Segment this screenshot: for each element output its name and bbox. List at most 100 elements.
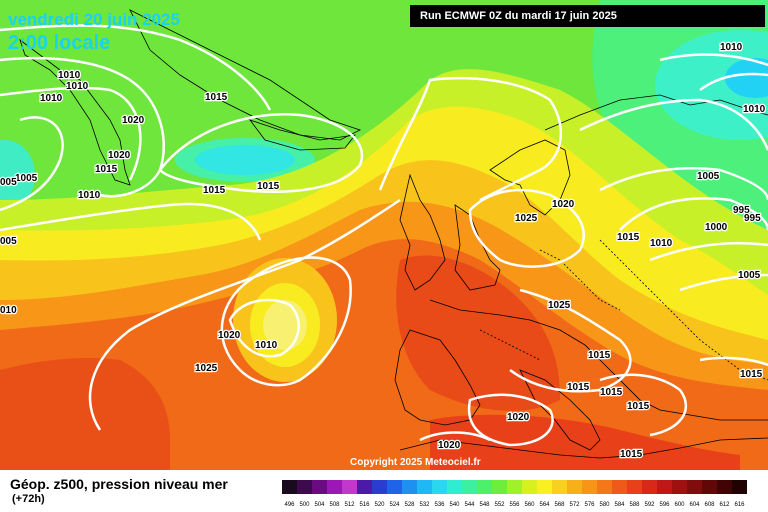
legend-swatch [687, 480, 702, 494]
legend-swatch [417, 480, 432, 494]
map-title: Géop. z500, pression niveau mer [10, 476, 228, 492]
pressure-label: 1020 [108, 150, 131, 161]
pressure-label: 1000 [705, 222, 728, 233]
pressure-label: 1015 [627, 401, 650, 412]
pressure-label: 005 [0, 236, 17, 247]
pressure-label: 1020 [122, 115, 145, 126]
legend-swatch [372, 480, 387, 494]
legend-value: 536 [434, 502, 445, 508]
field-pocket-core [195, 145, 295, 175]
pressure-label: 1015 [205, 92, 228, 103]
legend-swatch [297, 480, 312, 494]
legend-swatch [282, 480, 297, 494]
pressure-label: 1015 [203, 185, 226, 196]
pressure-label: 1010 [40, 93, 63, 104]
pressure-label: 1025 [515, 213, 538, 224]
legend-swatch [627, 480, 642, 494]
field-red-med [430, 414, 740, 470]
legend-value: 508 [329, 502, 340, 508]
coastlines [19, 9, 768, 459]
pressure-label: 1005 [15, 173, 38, 184]
pressure-label: 1020 [507, 412, 530, 423]
legend-swatch [702, 480, 717, 494]
legend-swatch [552, 480, 567, 494]
pressure-label: 1010 [255, 340, 278, 351]
legend-swatch [732, 480, 747, 494]
isobars [0, 24, 768, 447]
pressure-label: 1015 [740, 369, 763, 380]
legend-value: 540 [449, 502, 460, 508]
pressure-label: 1010 [58, 70, 81, 81]
legend-value: 608 [704, 502, 715, 508]
pressure-label: 1015 [617, 232, 640, 243]
legend-value: 520 [374, 502, 385, 508]
pressure-label: 005 [0, 177, 17, 188]
legend-value: 596 [659, 502, 670, 508]
legend-value: 516 [359, 502, 370, 508]
pressure-label: 1010 [720, 42, 743, 53]
field-pocket-west [0, 140, 35, 210]
legend-value: 616 [734, 502, 745, 508]
pressure-label: 1005 [697, 171, 720, 182]
field-dark-orange [0, 239, 768, 470]
pressure-label: 1015 [588, 350, 611, 361]
legend-swatch [657, 480, 672, 494]
pressure-label: 1025 [195, 363, 218, 374]
legend-value: 552 [494, 502, 505, 508]
pressure-label: 1020 [438, 440, 461, 451]
legend-value: 612 [719, 502, 730, 508]
color-scale-legend: 496 500 504 508 512 516 520 524 528 532 536 540 544 5… [282, 480, 747, 508]
forecast-time: 2:00 locale [8, 32, 111, 54]
pressure-label: 1010 [78, 190, 101, 201]
copyright-text: Copyright 2025 Meteociel.fr [350, 457, 481, 468]
pressure-label: 1015 [257, 181, 280, 192]
legend-value: 576 [584, 502, 595, 508]
legend-value: 532 [419, 502, 430, 508]
legend-value: 572 [569, 502, 580, 508]
pressure-label: 1010 [743, 104, 766, 115]
legend-value: 592 [644, 502, 655, 508]
legend-swatch [462, 480, 477, 494]
legend-value: 524 [389, 502, 400, 508]
legend-swatch [672, 480, 687, 494]
legend-value: 548 [479, 502, 490, 508]
legend-swatch [342, 480, 357, 494]
legend-swatch [507, 480, 522, 494]
legend-value: 496 [284, 502, 295, 508]
legend-swatch [387, 480, 402, 494]
legend-value: 512 [344, 502, 355, 508]
pressure-labels: 1010 1010 1010 1015 1020 1020 1015 1005 … [0, 41, 767, 462]
pressure-label: 1015 [95, 164, 118, 175]
pressure-label: 1010 [650, 238, 673, 249]
legend-swatch [327, 480, 342, 494]
pressure-label: 1015 [600, 387, 623, 398]
legend-value: 504 [314, 502, 325, 508]
legend-value: 600 [674, 502, 685, 508]
field-red-europe [396, 255, 560, 411]
legend-swatch [522, 480, 537, 494]
pressure-label: 1025 [548, 300, 571, 311]
forecast-date: vendredi 20 juin 2025 [8, 10, 180, 29]
pressure-label: 1015 [567, 382, 590, 393]
footer-panel: Géop. z500, pression niveau mer (+72h) 4… [0, 470, 768, 512]
legend-swatch [612, 480, 627, 494]
pressure-label: 995 [733, 205, 750, 216]
legend-swatch [432, 480, 447, 494]
legend-swatch [567, 480, 582, 494]
legend-value: 584 [614, 502, 625, 508]
pressure-label: 995 [744, 213, 761, 224]
legend-swatch [537, 480, 552, 494]
legend-swatch [357, 480, 372, 494]
field-red-atlantic [0, 358, 170, 470]
pressure-label: 010 [0, 305, 17, 316]
pressure-label: 1020 [218, 330, 241, 341]
legend-swatch [402, 480, 417, 494]
legend-value: 568 [554, 502, 565, 508]
legend-swatch [597, 480, 612, 494]
legend-swatch [582, 480, 597, 494]
legend-value: 580 [599, 502, 610, 508]
legend-value: 544 [464, 502, 475, 508]
legend-swatch [492, 480, 507, 494]
legend-swatch [447, 480, 462, 494]
